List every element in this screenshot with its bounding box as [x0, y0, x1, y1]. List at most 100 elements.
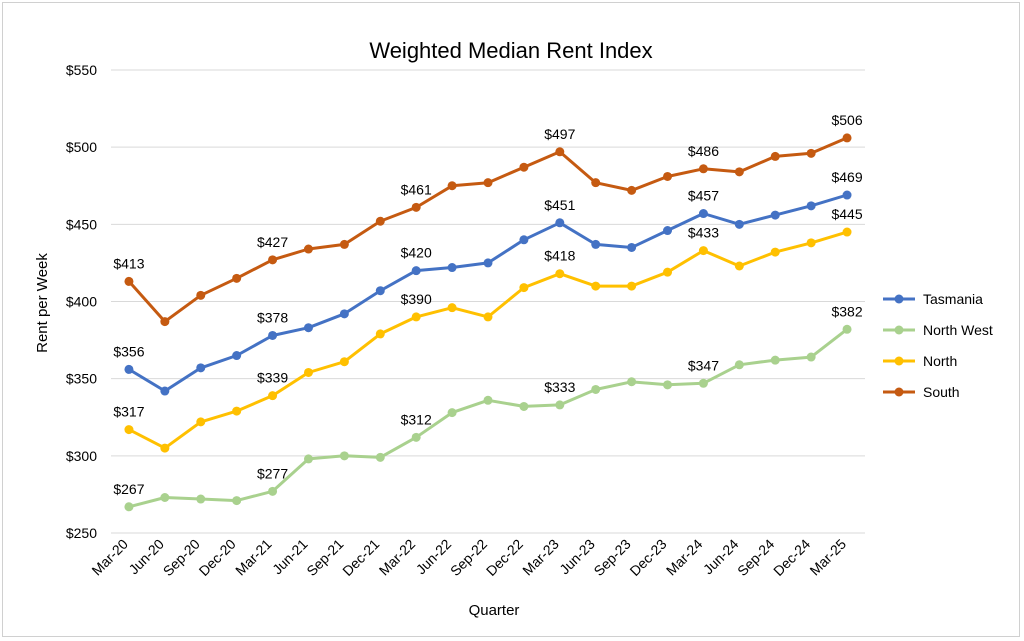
data-point [806, 148, 816, 158]
data-point [447, 263, 457, 273]
data-label: $461 [401, 181, 432, 197]
data-label: $486 [688, 143, 719, 159]
data-point [411, 432, 421, 442]
data-point [303, 323, 313, 333]
y-tick-label: $250 [66, 525, 97, 541]
x-tick-label: Dec-20 [196, 536, 239, 579]
x-tick-label: Dec-22 [483, 536, 526, 579]
data-point [232, 496, 242, 506]
y-axis-ticks: $250 $300 $350 $400 $450 $500 $550 [66, 62, 97, 541]
data-label: $382 [831, 303, 862, 319]
data-point [268, 255, 278, 265]
data-point [303, 454, 313, 464]
data-point [519, 283, 529, 293]
data-label: $378 [257, 309, 288, 325]
data-point [411, 266, 421, 276]
data-point [806, 352, 816, 362]
series-line [127, 136, 848, 324]
data-point [160, 317, 170, 327]
data-label: $445 [831, 206, 862, 222]
chart-title: Weighted Median Rent Index [369, 38, 652, 63]
data-point [663, 380, 673, 390]
data-label: $469 [831, 169, 862, 185]
data-point [303, 367, 313, 377]
data-point [842, 227, 852, 237]
data-point [268, 391, 278, 401]
data-point [806, 201, 816, 211]
data-point [483, 178, 493, 188]
data-point [268, 486, 278, 496]
data-label: $427 [257, 234, 288, 250]
x-tick-label: Dec-21 [339, 536, 382, 579]
data-point [770, 210, 780, 220]
data-point [555, 269, 565, 279]
y-tick-label: $400 [66, 294, 97, 310]
data-point [591, 281, 601, 291]
data-point [591, 239, 601, 249]
data-point [339, 239, 349, 249]
y-tick-label: $450 [66, 216, 97, 232]
data-point [770, 247, 780, 257]
data-point [339, 309, 349, 319]
line-chart: $250$300$350$400$450$500$550 Mar-20Jun-2… [34, 38, 993, 619]
data-point [124, 364, 134, 374]
x-tick-label: Sep-23 [590, 536, 633, 579]
data-point [591, 178, 601, 188]
data-point [339, 451, 349, 461]
data-label: $267 [113, 481, 144, 497]
data-point [483, 312, 493, 322]
data-label: $390 [401, 291, 432, 307]
y-tick-label: $300 [66, 448, 97, 464]
data-point [124, 502, 134, 512]
data-point [519, 162, 529, 172]
data-point [698, 246, 708, 256]
data-label: $420 [401, 245, 432, 261]
legend: Tasmania North West North South [883, 291, 993, 400]
data-point [627, 281, 637, 291]
data-point [232, 406, 242, 416]
data-label: $312 [401, 411, 432, 427]
x-tick-label: Mar-22 [376, 536, 419, 579]
x-axis-ticks: Mar-20Jun-20Sep-20Dec-20Mar-21Jun-21Sep-… [88, 536, 849, 579]
x-tick-label: Sep-20 [160, 536, 203, 579]
data-point [698, 378, 708, 388]
data-point [196, 494, 206, 504]
data-label: $457 [688, 188, 719, 204]
series-lines [124, 133, 852, 512]
legend-marker [894, 294, 904, 304]
data-point [770, 151, 780, 161]
data-point [734, 167, 744, 177]
x-tick-label: Sep-22 [447, 536, 490, 579]
y-tick-label: $550 [66, 62, 97, 78]
data-point [806, 238, 816, 248]
data-label: $433 [688, 225, 719, 241]
data-point [196, 363, 206, 373]
x-tick-label: Jun-20 [125, 536, 167, 578]
x-tick-label: Mar-20 [88, 536, 131, 579]
legend-label: North West [923, 322, 993, 338]
data-point [734, 261, 744, 271]
x-tick-label: Jun-22 [413, 536, 455, 578]
data-point [734, 360, 744, 370]
data-point [232, 273, 242, 283]
data-point [375, 286, 385, 296]
legend-marker [894, 387, 904, 397]
x-tick-label: Mar-21 [232, 536, 275, 579]
data-point [447, 303, 457, 313]
data-label: $347 [688, 357, 719, 373]
data-label: $418 [544, 248, 575, 264]
x-tick-label: Dec-23 [626, 536, 669, 579]
data-point [303, 244, 313, 254]
data-point [698, 209, 708, 219]
data-point [411, 202, 421, 212]
data-labels: $356 $378 $420 $451 $457 $469 $267 $277 $312 $333… [113, 112, 862, 497]
data-label: $413 [113, 255, 144, 271]
data-point [591, 384, 601, 394]
data-point [734, 219, 744, 229]
data-point [483, 395, 493, 405]
data-label: $333 [544, 379, 575, 395]
data-point [842, 324, 852, 334]
data-point [375, 329, 385, 339]
data-point [124, 425, 134, 435]
